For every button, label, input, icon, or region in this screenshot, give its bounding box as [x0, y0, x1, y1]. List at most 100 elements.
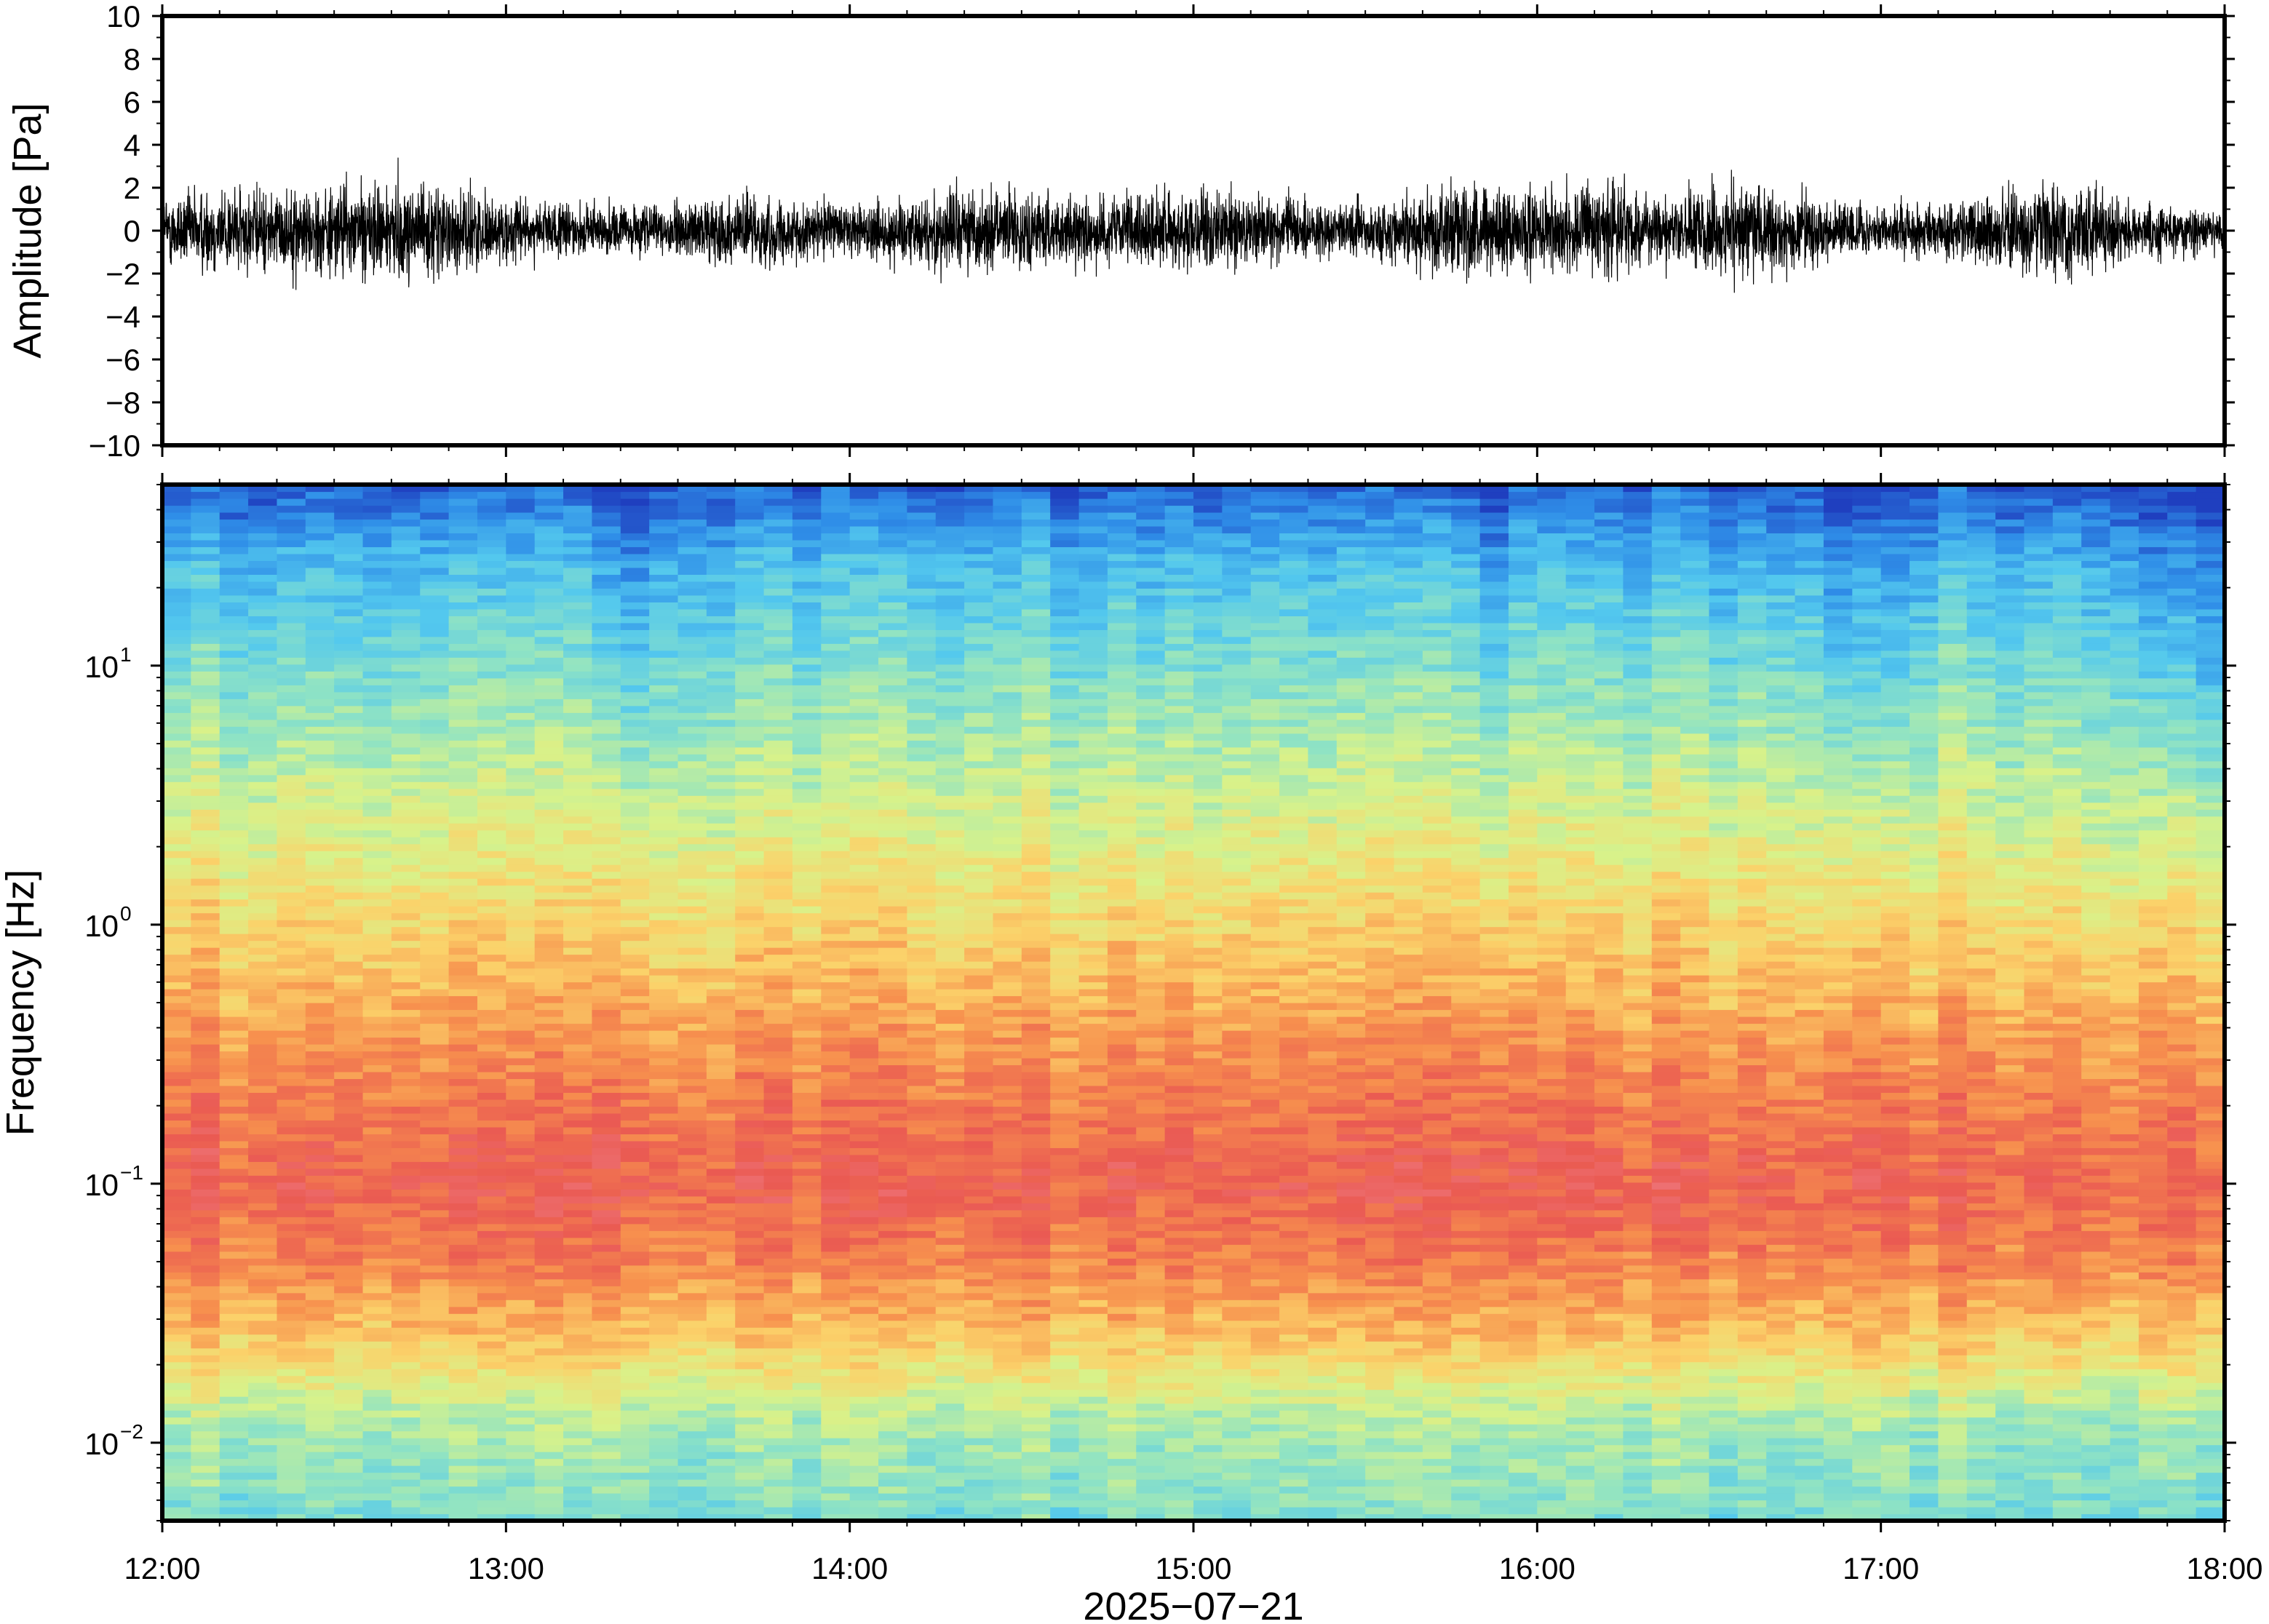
spectrogram-cell	[677, 553, 707, 562]
spectrogram-cell	[362, 1230, 392, 1238]
spectrogram-cell	[420, 533, 450, 541]
spectrogram-cell	[677, 1030, 707, 1038]
spectrogram-cell	[305, 934, 335, 942]
spectrogram-cell	[334, 1251, 364, 1259]
spectrogram-cell	[305, 1071, 335, 1080]
spectrogram-cell	[477, 1071, 506, 1080]
spectrogram-cell	[735, 1175, 765, 1183]
spectrogram-cell	[849, 1493, 879, 1501]
spectrogram-cell	[219, 843, 249, 851]
spectrogram-cell	[1050, 1493, 1080, 1501]
spectrogram-cell	[620, 1043, 650, 1052]
spectrogram-cell	[935, 1037, 965, 1045]
spectrogram-cell	[1050, 1009, 1080, 1017]
spectrogram-cell	[620, 788, 650, 796]
spectrogram-cell	[191, 1444, 220, 1452]
spectrogram-cell	[907, 837, 937, 845]
spectrogram-cell	[420, 1417, 450, 1425]
waveform-trace	[162, 157, 2225, 293]
spectrogram-cell	[391, 871, 421, 879]
spectrogram-cell	[964, 1195, 994, 1203]
spectrogram-cell	[763, 519, 793, 527]
spectrogram-cell	[935, 1278, 965, 1286]
spectrogram-cell	[277, 1230, 306, 1238]
spectrogram-cell	[391, 533, 421, 541]
spectrogram-cell	[763, 719, 793, 727]
spectrogram-cell	[248, 1092, 278, 1100]
spectrogram-cell	[878, 1161, 907, 1169]
spectrogram-cell	[849, 1458, 879, 1466]
spectrogram-cell	[448, 567, 478, 576]
spectrogram-cell	[219, 1175, 249, 1183]
spectrogram-cell	[248, 1112, 278, 1121]
spectrogram-cell	[792, 677, 822, 685]
spectrogram-cell	[191, 802, 220, 810]
spectrogram-cell	[162, 768, 191, 776]
spectrogram-cell	[735, 1430, 765, 1438]
spectrogram-cell	[420, 892, 450, 900]
spectrogram-cell	[620, 533, 650, 541]
spectrogram-cell	[191, 899, 220, 907]
spectrogram-cell	[849, 525, 879, 534]
spectrogram-cell	[993, 1355, 1022, 1363]
spectrogram-cell	[362, 747, 392, 755]
spectrogram-cell	[1050, 1168, 1080, 1176]
spectrogram-cell	[334, 899, 364, 907]
spectrogram-cell	[677, 719, 707, 727]
spectrogram-cell	[334, 1106, 364, 1114]
spectrogram-cell	[706, 934, 736, 942]
spectrogram-cell	[649, 892, 679, 900]
spectrogram-cell	[506, 1092, 536, 1100]
spectrogram-cell	[248, 906, 278, 914]
spectrogram-cell	[907, 1486, 937, 1494]
spectrogram-cell	[334, 1258, 364, 1266]
spectrogram-cell	[792, 1154, 822, 1162]
spectrogram-cell	[219, 636, 249, 644]
spectrogram-cell	[162, 602, 191, 610]
spectrogram-cell	[964, 1106, 994, 1114]
spectrogram-cell	[993, 1513, 1022, 1521]
spectrogram-cell	[1050, 622, 1080, 630]
spectrogram-cell	[935, 1382, 965, 1390]
spectrogram-cell	[391, 1369, 421, 1377]
spectrogram-cell	[477, 1120, 506, 1128]
spectrogram-cell	[305, 816, 335, 824]
spectrogram-cell	[677, 740, 707, 748]
spectrogram-cell	[735, 650, 765, 658]
spectrogram-cell	[420, 926, 450, 934]
spectrogram-cell	[248, 774, 278, 782]
spectrogram-cell	[935, 768, 965, 776]
spectrogram-cell	[305, 560, 335, 568]
spectrogram-cell	[305, 1195, 335, 1203]
spectrogram-cell	[219, 1382, 249, 1390]
spectrogram-cell	[162, 1147, 191, 1155]
spectrogram-cell	[706, 1278, 736, 1286]
spectrogram-cell	[878, 1112, 907, 1121]
spectrogram-cell	[993, 698, 1022, 706]
spectrogram-cell	[563, 1403, 593, 1411]
spectrogram-cell	[162, 1438, 191, 1446]
spectrogram-cell	[763, 581, 793, 589]
spectrogram-cell	[191, 685, 220, 693]
spectrogram-cell	[649, 1230, 679, 1238]
spectrogram-cell	[563, 1071, 593, 1080]
spectrogram-cell	[649, 968, 679, 976]
spectrogram-cell	[362, 1175, 392, 1183]
spectrogram-cell	[677, 594, 707, 602]
spectrogram-cell	[162, 1051, 191, 1059]
waveform-y-axis-title: Amplitude [Pa]	[6, 103, 49, 358]
spectrogram-cell	[1050, 926, 1080, 934]
spectrogram-cell	[448, 1051, 478, 1059]
spectrogram-cell	[964, 594, 994, 602]
spectrogram-cell	[735, 512, 765, 520]
spectrogram-cell	[477, 1085, 506, 1094]
spectrogram-cell	[1021, 485, 1051, 493]
spectrogram-cell	[792, 1320, 822, 1328]
spectrogram-cell	[649, 636, 679, 644]
spectrogram-cell	[277, 608, 306, 616]
spectrogram-cell	[420, 906, 450, 914]
spectrogram-cell	[792, 1278, 822, 1286]
spectrogram-cell	[763, 671, 793, 679]
spectrogram-cell	[191, 588, 220, 596]
